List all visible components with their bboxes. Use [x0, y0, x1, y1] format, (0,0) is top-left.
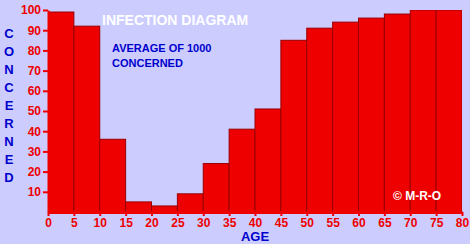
tick-label: 35	[223, 216, 237, 230]
tick: 75	[430, 212, 444, 230]
tick-label: 50	[301, 216, 315, 230]
tick: 35	[223, 212, 237, 230]
tick: 20	[145, 212, 159, 230]
x-axis-title: AGE	[241, 229, 270, 244]
tick-label: 100	[21, 3, 41, 17]
tick: 90	[28, 24, 48, 38]
bar	[410, 10, 436, 212]
bar	[384, 14, 410, 212]
tick-label: 30	[28, 145, 42, 159]
tick-label: 0	[45, 216, 52, 230]
tick-label: 65	[378, 216, 392, 230]
subtitle: AVERAGE OF 1000CONCERNED	[112, 42, 211, 69]
tick: 45	[275, 212, 289, 230]
tick: 10	[94, 212, 108, 230]
tick: 30	[28, 145, 48, 159]
tick-mark	[43, 30, 48, 32]
tick: 30	[197, 212, 211, 230]
bar	[436, 10, 462, 212]
bar	[333, 22, 359, 212]
tick-label: 20	[28, 165, 42, 179]
tick: 70	[404, 212, 418, 230]
tick-label: 55	[326, 216, 340, 230]
bars	[48, 10, 462, 212]
tick: 40	[249, 212, 263, 230]
tick-label: 5	[71, 216, 78, 230]
tick-label: 70	[404, 216, 418, 230]
chart: 10 20 30 40 50 60 70 80 90 100 0 5 10 15 20 25 30 35 40 45 5…	[0, 0, 470, 244]
tick-label: 70	[28, 64, 42, 78]
tick-label: 80	[456, 216, 470, 230]
bar	[229, 129, 255, 212]
tick-label: 60	[352, 216, 366, 230]
tick-label: 10	[28, 185, 42, 199]
bar	[177, 194, 203, 212]
bar	[255, 109, 281, 212]
tick-label: 20	[145, 216, 159, 230]
tick-label: 45	[275, 216, 289, 230]
tick: 15	[119, 212, 133, 230]
tick: 60	[28, 84, 48, 98]
tick: 10	[28, 185, 48, 199]
annotation: © M-R-O	[393, 189, 441, 203]
tick: 80	[456, 212, 470, 230]
tick-mark	[43, 171, 48, 173]
tick-label: 80	[28, 44, 42, 58]
tick-label: 40	[28, 125, 42, 139]
tick: 80	[28, 44, 48, 58]
bar	[281, 40, 307, 212]
tick: 70	[28, 64, 48, 78]
tick: 50	[301, 212, 315, 230]
tick-mark	[43, 151, 48, 153]
tick: 60	[352, 212, 366, 230]
tick-label: 30	[197, 216, 211, 230]
bar	[359, 18, 385, 212]
bar	[307, 28, 333, 212]
x-axis: 0 5 10 15 20 25 30 35 40 45 50 55 60 65 70 75 80	[45, 212, 469, 230]
tick: 20	[28, 165, 48, 179]
background	[0, 0, 470, 244]
tick-label: 15	[119, 216, 133, 230]
tick-label: 60	[28, 84, 42, 98]
tick-label: 50	[28, 104, 42, 118]
tick-mark	[43, 131, 48, 133]
y-axis-title: CONCERNED	[4, 26, 14, 185]
tick-label: 40	[249, 216, 263, 230]
tick: 5	[71, 212, 78, 230]
tick-mark	[43, 191, 48, 193]
bar	[203, 164, 229, 212]
tick-mark	[43, 90, 48, 92]
tick-mark	[43, 10, 48, 12]
tick-label: 25	[171, 216, 185, 230]
tick: 100	[21, 3, 48, 17]
tick: 50	[28, 104, 48, 118]
tick-mark	[43, 70, 48, 72]
tick-label: 90	[28, 24, 42, 38]
tick: 0	[45, 212, 52, 230]
bar	[74, 26, 100, 212]
tick-label: 75	[430, 216, 444, 230]
tick-mark	[43, 111, 48, 113]
bar	[126, 202, 152, 212]
title: INFECTION DIAGRAM	[102, 12, 248, 28]
tick: 55	[326, 212, 340, 230]
tick: 40	[28, 125, 48, 139]
tick: 65	[378, 212, 392, 230]
bar	[100, 139, 126, 212]
bar	[48, 12, 74, 212]
tick-label: 10	[94, 216, 108, 230]
y-axis: 10 20 30 40 50 60 70 80 90 100	[21, 3, 49, 212]
tick: 25	[171, 212, 185, 230]
tick-mark	[43, 50, 48, 52]
